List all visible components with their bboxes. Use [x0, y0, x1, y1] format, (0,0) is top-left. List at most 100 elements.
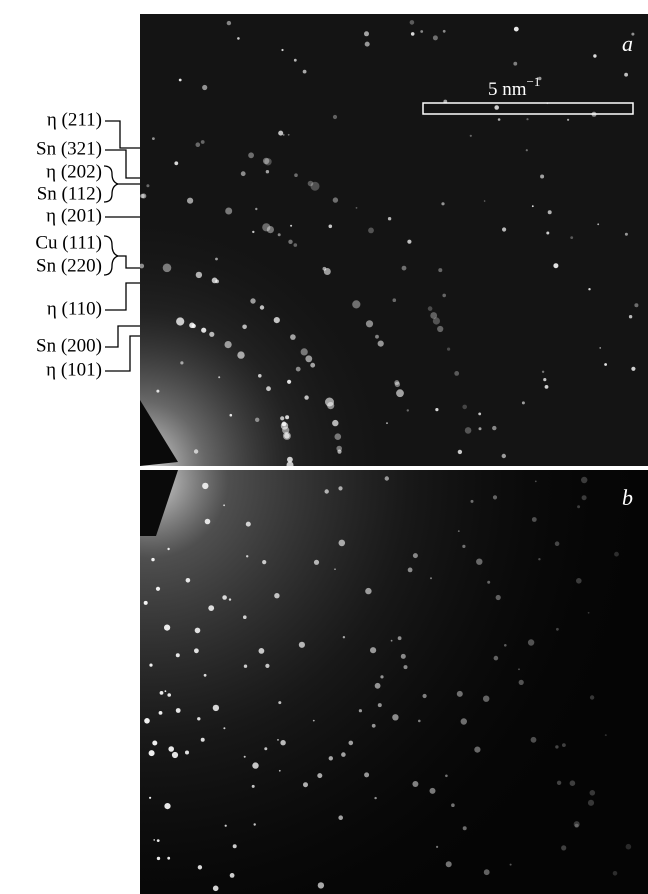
spot	[303, 782, 308, 787]
spot	[304, 395, 308, 399]
spot	[597, 223, 599, 225]
spot	[278, 131, 283, 136]
spot	[213, 886, 219, 892]
spot	[629, 315, 632, 318]
spot	[323, 267, 327, 271]
leader-line	[105, 121, 140, 148]
spot	[493, 495, 497, 499]
spot	[599, 347, 601, 349]
spot	[325, 489, 329, 493]
spot	[149, 664, 152, 667]
reflection-label: Sn (200)	[36, 335, 102, 356]
spot	[411, 32, 415, 36]
spot	[205, 519, 211, 525]
spot	[561, 845, 566, 850]
spot	[196, 272, 202, 278]
spot	[152, 137, 155, 140]
spot	[567, 119, 569, 121]
spot	[624, 73, 628, 77]
spot	[386, 422, 388, 424]
spot	[538, 558, 540, 560]
leader-brace	[104, 236, 140, 275]
spot	[168, 746, 174, 752]
spot	[352, 300, 360, 308]
spot	[233, 844, 237, 848]
spot	[282, 422, 287, 427]
spot	[531, 737, 537, 743]
spot	[581, 477, 587, 483]
figure: a b 5 nm−1 η (211) Sn (321) η (202) Sn (…	[0, 0, 648, 894]
spot	[156, 587, 160, 591]
spot	[165, 690, 167, 692]
spot	[187, 198, 193, 204]
spot	[393, 298, 397, 302]
spot	[266, 386, 271, 391]
spot	[204, 674, 207, 677]
spot	[153, 839, 155, 841]
spot	[325, 398, 334, 407]
spot	[502, 454, 506, 458]
spot	[470, 135, 472, 137]
spot	[258, 374, 262, 378]
spot	[202, 483, 208, 489]
spot	[229, 598, 231, 600]
spot	[225, 208, 232, 215]
spot	[443, 30, 446, 33]
reflection-label: η (101)	[46, 359, 102, 380]
spot	[176, 708, 181, 713]
spot	[223, 727, 225, 729]
spot	[605, 734, 607, 736]
spot	[334, 568, 336, 570]
spot	[553, 263, 558, 268]
reflection-label: η (202)	[46, 161, 102, 182]
spot	[494, 105, 499, 110]
leader-line	[105, 283, 140, 310]
spot	[378, 703, 382, 707]
spot	[474, 747, 480, 753]
panel-letter: a	[622, 31, 633, 56]
spot	[167, 548, 169, 550]
spot	[208, 605, 214, 611]
spot	[287, 457, 293, 463]
spot	[313, 720, 315, 722]
spot	[265, 664, 269, 668]
spot	[420, 30, 423, 33]
spot	[201, 140, 205, 144]
spot	[242, 325, 247, 330]
spot	[260, 305, 264, 309]
spot	[526, 149, 528, 151]
spot	[461, 718, 467, 724]
spot	[375, 335, 379, 339]
spot	[514, 27, 519, 32]
spot	[252, 762, 258, 768]
spot	[308, 181, 314, 187]
spot	[222, 595, 227, 600]
beam-glow	[140, 470, 648, 894]
spot	[280, 740, 285, 745]
spot	[582, 495, 587, 500]
spot	[380, 675, 383, 678]
spot	[197, 717, 200, 720]
spot	[202, 85, 207, 90]
spot	[441, 202, 444, 205]
spot	[407, 240, 411, 244]
spot	[413, 553, 418, 558]
spot	[365, 42, 370, 47]
spot	[303, 70, 307, 74]
spot	[180, 361, 183, 364]
spot	[465, 427, 472, 434]
spot	[279, 770, 281, 772]
spot	[463, 826, 467, 830]
spot	[174, 161, 178, 165]
spot	[375, 683, 381, 689]
labels: η (211) Sn (321) η (202) Sn (112) η (201…	[35, 109, 102, 380]
spot	[288, 240, 292, 244]
spot	[244, 665, 247, 668]
spot	[535, 481, 537, 483]
spot	[195, 628, 201, 634]
spot	[445, 775, 448, 778]
spot	[185, 751, 189, 755]
spot	[186, 578, 191, 583]
spot	[394, 380, 399, 385]
spot	[246, 555, 248, 557]
